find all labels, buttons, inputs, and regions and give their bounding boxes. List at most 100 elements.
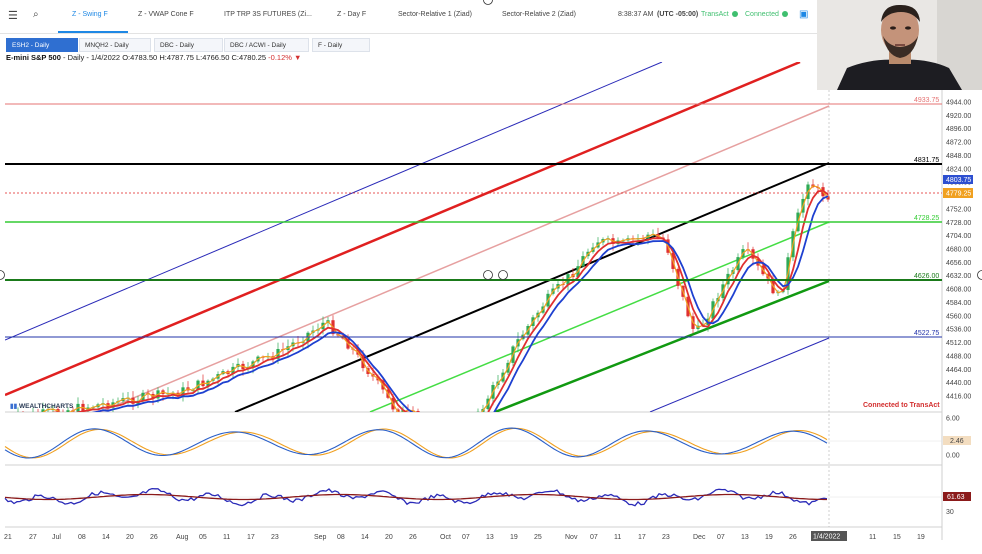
layout-tab[interactable]: Z - Day F — [337, 11, 367, 18]
price-tick-label: 4920.00 — [946, 113, 971, 120]
osc1-tick-label: 0.00 — [946, 453, 960, 460]
connection-message: Connected to TransAct — [863, 402, 940, 409]
candle-body — [6, 419, 9, 420]
layout-tab[interactable]: Sector-Relative 2 (Ziad) — [502, 11, 576, 18]
price-tick-label: 4656.00 — [946, 260, 971, 267]
symbol-tab[interactable]: ESH2 - Daily — [6, 38, 78, 52]
time-tick-label: 07 — [590, 534, 598, 541]
trend-channel-line — [649, 337, 830, 412]
layout-tab[interactable]: Sector-Relative 1 (Ziad) — [398, 11, 472, 18]
time-tick-label: 08 — [337, 534, 345, 541]
anchor-handle — [483, 270, 493, 280]
time-tick-label: 26 — [150, 534, 158, 541]
active-tab-indicator — [58, 31, 128, 33]
symbol-tabs: ESH2 - Daily MNQH2 - Daily DBC - Daily DBC … — [0, 38, 982, 52]
symbol-info: E-mini S&P 500 - Daily - 1/4/2022 O:4783… — [6, 53, 301, 62]
time-tick-label: 17 — [638, 534, 646, 541]
candle-body — [476, 411, 480, 412]
osc1-main-line — [4, 427, 828, 459]
layout-tab[interactable]: Z - VWAP Cone F — [138, 11, 194, 18]
price-tick-label: 4536.00 — [946, 327, 971, 334]
connection-status-icon — [781, 11, 788, 18]
price-tick-label: 4584.00 — [946, 300, 971, 307]
time-tick-label: 11 — [614, 534, 621, 541]
time-tick-label: 11 — [869, 534, 876, 541]
osc1-value-tag — [943, 436, 971, 445]
presenter-webcam — [817, 0, 982, 90]
symbol-name: E-mini S&P 500 — [6, 53, 61, 62]
candle-body — [471, 423, 474, 434]
price-tick-label: 4680.00 — [946, 247, 971, 254]
time-tick-label: 26 — [409, 534, 417, 541]
upper-band-tag — [943, 175, 973, 184]
timezone[interactable]: (UTC -05:00) — [657, 11, 699, 18]
clock: 8:38:37 AM — [618, 11, 654, 18]
time-tick-label: Aug — [176, 534, 189, 541]
symbol-period: - Daily - 1/4/2022 — [62, 53, 121, 62]
time-tick-label: 23 — [662, 534, 670, 541]
osc2-tick-label: 30 — [946, 509, 954, 516]
candle-body — [21, 414, 24, 417]
time-tick-label: 20 — [385, 534, 393, 541]
candle-body — [66, 410, 70, 412]
time-tick-label: 07 — [717, 534, 725, 541]
price-tick-label: 4440.00 — [946, 380, 971, 387]
time-tick-label: 13 — [741, 534, 749, 541]
price-tick-label: 4512.00 — [946, 340, 971, 347]
symbol-ohlc: O:4783.50 H:4787.75 L:4766.50 C:4780.25 — [122, 53, 267, 62]
time-tick-label: Oct — [440, 534, 451, 541]
symbol-tab[interactable]: F - Daily — [312, 38, 370, 52]
time-tick-label: 17 — [247, 534, 255, 541]
layout-tab[interactable]: Z - Swing F — [72, 11, 108, 18]
time-tick-label: 11 — [223, 534, 230, 541]
symbol-change: -0.12% — [268, 53, 292, 62]
price-tick-label: 4632.00 — [946, 273, 971, 280]
save-icon[interactable]: ▣ — [799, 9, 809, 20]
candle-body — [396, 409, 400, 412]
time-tick-label: 23 — [271, 534, 279, 541]
time-tick-label: 19 — [510, 534, 518, 541]
osc2-value-label: 61.63 — [947, 494, 965, 501]
symbol-tab[interactable]: DBC - Daily — [154, 38, 223, 52]
level-label: 4522.75 — [914, 330, 939, 337]
symbol-tab[interactable]: DBC / ACWI - Daily — [224, 38, 309, 52]
time-tick-label: Nov — [565, 534, 578, 541]
candle-body — [11, 416, 14, 419]
candle-body — [31, 413, 34, 418]
candle-body — [466, 429, 469, 434]
connection-status[interactable]: Connected — [745, 11, 788, 18]
time-tick-label: 07 — [462, 534, 470, 541]
trend-channel-line — [5, 62, 663, 341]
osc2-value-tag — [943, 492, 971, 501]
candle-body — [26, 416, 29, 418]
candle-body — [421, 416, 424, 419]
last-price-tag-label: 4779.25 — [946, 191, 971, 198]
price-tick-label: 4488.00 — [946, 353, 971, 360]
wealthcharts-logo: ▮▮ WEALTHCHARTS — [10, 403, 74, 410]
candle-body — [36, 413, 39, 415]
main-pane — [5, 62, 830, 434]
last-price-tag — [943, 188, 973, 198]
anchor-handle — [0, 270, 5, 280]
price-tick-label: 4944.00 — [946, 100, 971, 107]
time-tick-label: Jul — [52, 534, 61, 541]
time-tick-label: 19 — [917, 534, 925, 541]
time-tick-label: Sep — [314, 534, 327, 541]
layout-tab[interactable]: ITP TRP 3S FUTURES (Zi... — [224, 11, 312, 18]
level-label: 4626.00 — [914, 273, 939, 280]
time-tick-label: 21 — [4, 534, 12, 541]
time-tick-label: 14 — [361, 534, 369, 541]
time-tick-label: 05 — [199, 534, 207, 541]
search-icon[interactable]: ⌕ — [33, 9, 39, 20]
presenter-video-icon — [817, 0, 982, 90]
symbol-tab[interactable]: MNQH2 - Daily — [79, 38, 151, 52]
broker-name[interactable]: TransAct — [701, 11, 738, 18]
trend-channel-line — [99, 105, 830, 412]
price-tick-label: 4608.00 — [946, 287, 971, 294]
candle-body — [441, 418, 444, 426]
menu-icon[interactable]: ☰ — [8, 10, 18, 22]
price-tick-label: 4872.00 — [946, 140, 971, 147]
time-tick-label: 27 — [29, 534, 37, 541]
trend-channel-line — [5, 62, 801, 397]
